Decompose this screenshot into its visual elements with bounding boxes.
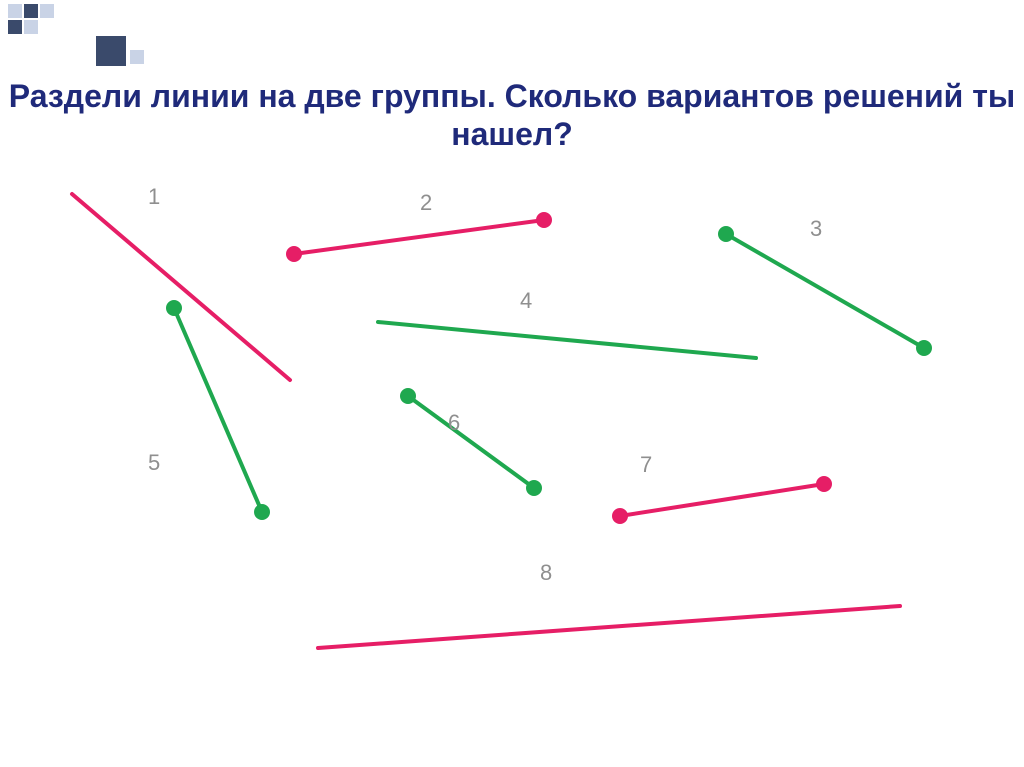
line-label-3: 3	[810, 216, 822, 241]
line-label-6: 6	[448, 410, 460, 435]
line-7: 7	[612, 452, 832, 524]
line-4: 4	[378, 288, 756, 358]
line-6: 6	[400, 388, 542, 496]
line-label-8: 8	[540, 560, 552, 585]
line-label-2: 2	[420, 190, 432, 215]
line-label-4: 4	[520, 288, 532, 313]
line-2: 2	[286, 190, 552, 262]
line-1: 1	[72, 184, 290, 380]
line-8: 8	[318, 560, 900, 648]
lines-canvas: 1 2 3 4 5 6 7 8	[0, 0, 1024, 767]
line-5: 5	[148, 300, 270, 520]
line-label-5: 5	[148, 450, 160, 475]
line-3: 3	[718, 216, 932, 356]
slide: Раздели линии на две группы. Сколько вар…	[0, 0, 1024, 767]
line-label-1: 1	[148, 184, 160, 209]
line-label-7: 7	[640, 452, 652, 477]
